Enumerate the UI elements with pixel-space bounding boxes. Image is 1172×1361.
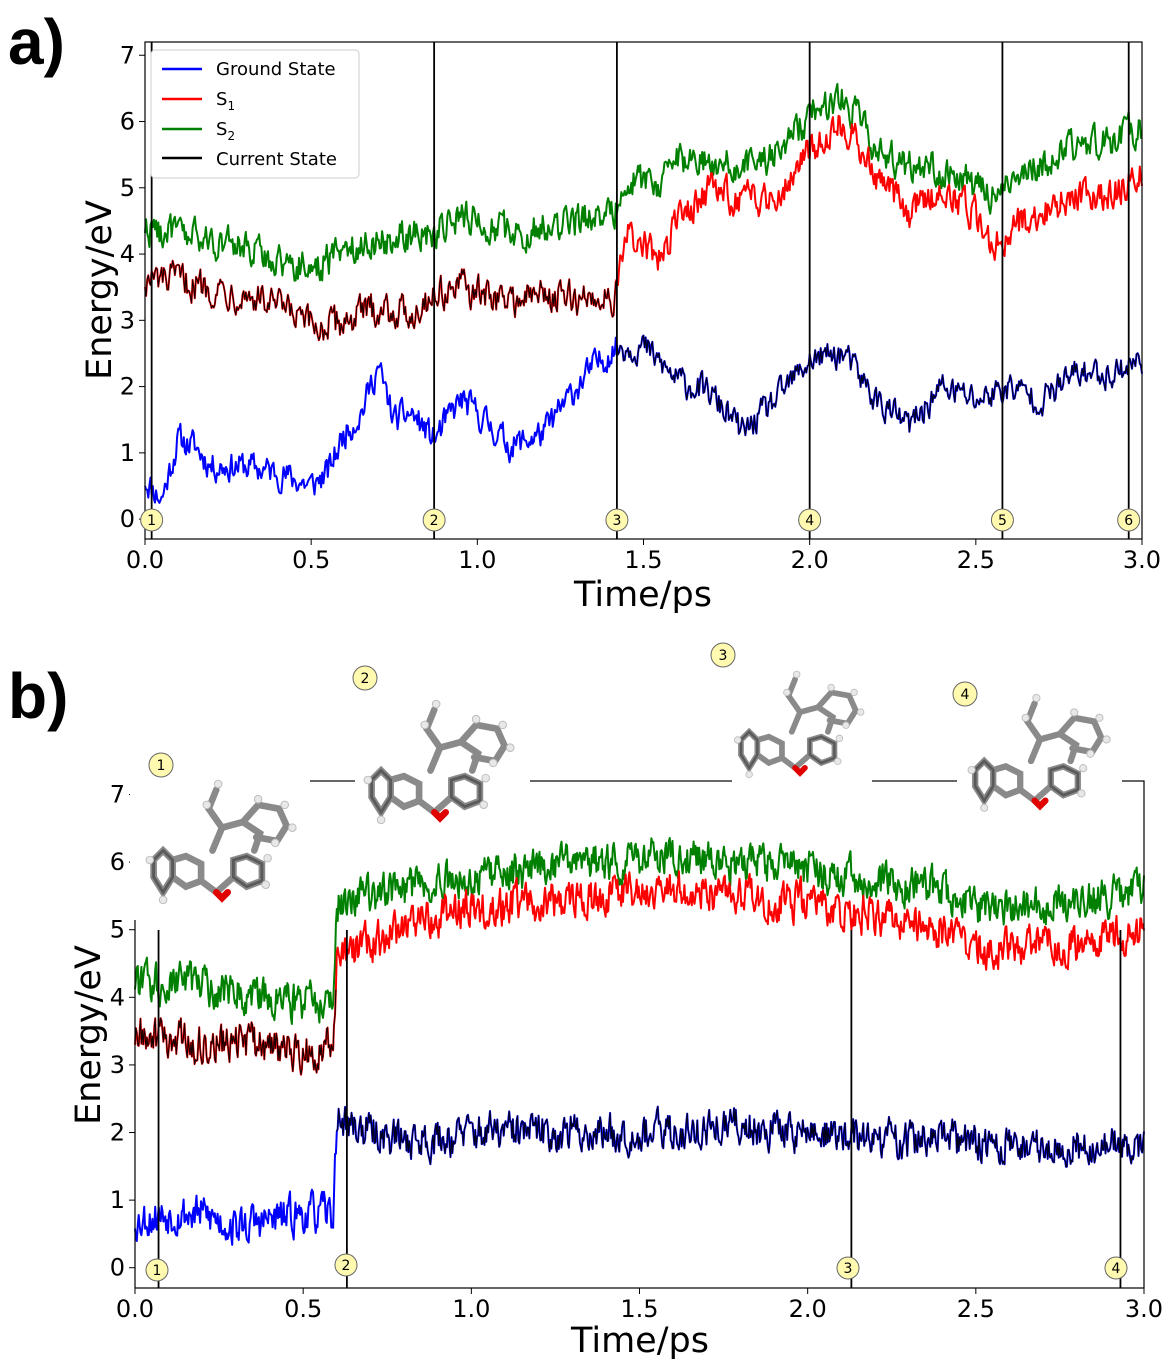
x-tick-label: 2.5 — [957, 546, 995, 574]
series-line-current-state — [134, 989, 1145, 1168]
x-tick-label: 2.5 — [957, 1295, 995, 1323]
legend-s1: S1 — [216, 89, 235, 113]
y-axis-label-b: Energy/eV — [69, 945, 109, 1125]
x-tick-label: 3.0 — [1125, 1295, 1163, 1323]
y-axis-label-a: Energy/eV — [80, 200, 120, 380]
inset-marker-label: 3 — [719, 648, 728, 664]
inset-marker-label: 2 — [361, 671, 370, 687]
y-tick-label: 4 — [110, 983, 125, 1011]
event-marker-label: 2 — [430, 513, 439, 529]
series-line-ground-state — [134, 1105, 1145, 1246]
y-tick-label: 3 — [110, 1051, 125, 1079]
x-tick-label: 3.0 — [1123, 546, 1161, 574]
panel-label-b: b) — [8, 660, 68, 732]
x-tick-label: 0.0 — [116, 1295, 154, 1323]
y-tick-label: 5 — [110, 916, 125, 944]
event-marker-label: 6 — [1124, 513, 1133, 529]
chart-b: 0.0 0.5 1.0 1.5 2.0 2.5 3.0 0 1 2 3 4 5 6 7 1 2 3 4 Time… — [69, 640, 1163, 1361]
x-tick-label: 2.0 — [789, 1295, 827, 1323]
event-marker-4 — [1104, 1256, 1128, 1280]
event-marker-4 — [798, 508, 822, 532]
x-tick-label: 1.0 — [458, 546, 496, 574]
x-tick-label: 0.5 — [292, 546, 330, 574]
event-marker-6 — [1117, 508, 1141, 532]
inset-marker-label: 4 — [961, 687, 970, 703]
y-tick-label: 5 — [120, 174, 135, 202]
event-marker-label: 4 — [1112, 1261, 1121, 1277]
y-tick-label: 2 — [110, 1119, 125, 1147]
event-marker-1 — [145, 1258, 169, 1282]
inset-marker-3 — [710, 642, 736, 668]
series-line-ground-state — [144, 334, 1143, 504]
event-marker-1 — [140, 508, 164, 532]
x-tick-label: 1.0 — [452, 1295, 490, 1323]
legend-box — [150, 49, 360, 179]
x-axis-label-b: Time/ps — [570, 1321, 709, 1361]
y-tick-label: 6 — [110, 848, 125, 876]
event-marker-label: 3 — [612, 513, 621, 529]
legend-s2: S2 — [216, 119, 235, 143]
series-line-current-state — [144, 260, 1143, 436]
legend-a: Ground State S1 S2 Current State — [150, 49, 360, 179]
y-tick-label: 7 — [120, 41, 135, 69]
inset-marker-label: 1 — [157, 758, 166, 774]
event-marker-2 — [334, 1253, 358, 1277]
event-marker-label: 3 — [844, 1261, 853, 1277]
event-marker-3 — [605, 508, 629, 532]
x-tick-label: 1.5 — [620, 1295, 658, 1323]
x-tick-label: 0.0 — [126, 546, 164, 574]
event-marker-2 — [422, 508, 446, 532]
x-tick-label: 2.0 — [791, 546, 829, 574]
x-axis-label-a: Time/ps — [573, 575, 712, 615]
event-marker-3 — [836, 1256, 860, 1280]
event-marker-label: 4 — [805, 513, 814, 529]
event-marker-label: 1 — [147, 513, 156, 529]
y-tick-label: 3 — [120, 306, 135, 334]
panel-label-a: a) — [8, 6, 65, 78]
event-marker-label: 1 — [153, 1263, 162, 1279]
event-marker-5 — [990, 508, 1014, 532]
x-tick-label: 1.5 — [624, 546, 662, 574]
inset-marker-4 — [952, 681, 978, 707]
y-tick-label: 7 — [110, 781, 125, 809]
y-tick-label: 2 — [120, 373, 135, 401]
y-tick-label: 6 — [120, 108, 135, 136]
x-tick-label: 0.5 — [284, 1295, 322, 1323]
y-tick-label: 0 — [120, 505, 135, 533]
event-marker-label: 2 — [342, 1258, 351, 1274]
y-tick-label: 4 — [120, 240, 135, 268]
y-tick-label: 0 — [110, 1254, 125, 1282]
series-line-s2 — [134, 837, 1145, 1025]
inset-marker-1 — [148, 752, 174, 778]
event-marker-label: 5 — [998, 513, 1007, 529]
series-line-s2 — [144, 82, 1143, 282]
legend-current-state: Current State — [216, 149, 337, 170]
y-tick-label: 1 — [120, 439, 135, 467]
inset-marker-2 — [352, 665, 378, 691]
legend-ground-state: Ground State — [216, 59, 336, 80]
y-tick-label: 1 — [110, 1186, 125, 1214]
